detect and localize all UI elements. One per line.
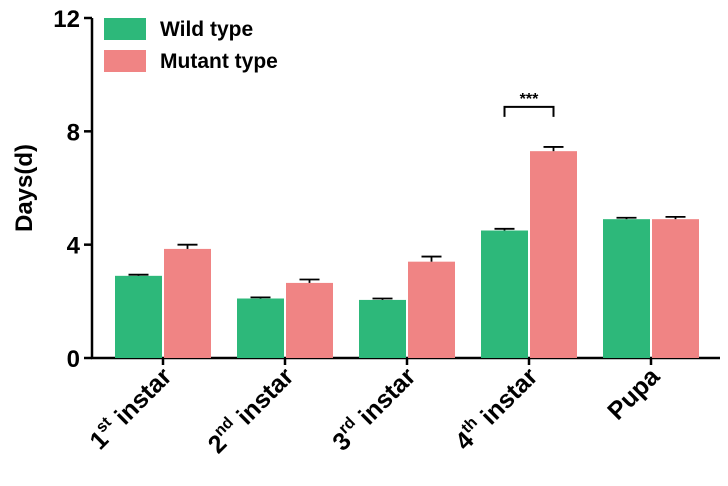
- bar: [237, 298, 284, 358]
- y-axis-title: Days(d): [11, 144, 38, 232]
- legend-swatch: [104, 18, 146, 40]
- significance-bracket: [503, 105, 555, 117]
- bars: [115, 146, 699, 358]
- y-tick-label: 4: [67, 233, 81, 260]
- y-tick-label: 12: [53, 6, 80, 33]
- x-tick-label: 4th instar: [448, 361, 543, 456]
- bar: [115, 275, 162, 358]
- legend-swatch: [104, 50, 146, 72]
- bar: [164, 248, 211, 358]
- y-tick-label: 0: [67, 346, 80, 373]
- bar: [603, 219, 650, 358]
- y-tick-label: 8: [67, 119, 80, 146]
- x-tick-label: 3rd instar: [326, 361, 422, 457]
- legend: Wild type Mutant type: [104, 18, 278, 73]
- x-tick-label: Pupa: [602, 362, 666, 426]
- bar: [408, 261, 455, 358]
- legend-label: Wild type: [160, 18, 253, 41]
- annotations: ***: [503, 91, 555, 117]
- bar: [286, 282, 333, 358]
- bar: [530, 151, 577, 358]
- significance-label: ***: [520, 91, 539, 108]
- legend-label: Mutant type: [160, 50, 278, 73]
- bar: [359, 299, 406, 358]
- bar: [481, 230, 528, 358]
- bar: [652, 219, 699, 358]
- x-tick-label: 1st instar: [83, 361, 177, 455]
- x-tick-label: 2nd instar: [201, 361, 299, 459]
